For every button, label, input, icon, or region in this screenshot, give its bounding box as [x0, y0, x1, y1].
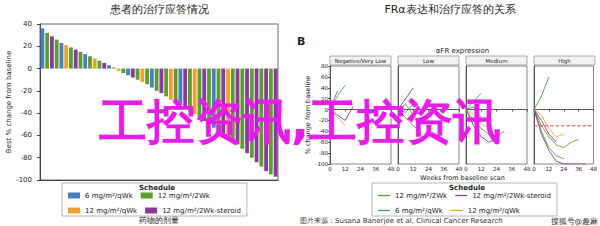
svg-text:Schedule: Schedule [139, 184, 175, 192]
svg-text:-60: -60 [21, 131, 32, 139]
svg-text:36: 36 [372, 166, 379, 172]
svg-text:Medium: Medium [486, 58, 508, 64]
svg-text:患者的治疗应答情况: 患者的治疗应答情况 [109, 3, 209, 16]
svg-text:60: 60 [321, 74, 328, 80]
svg-text:0: 0 [532, 166, 536, 172]
svg-text:12: 12 [410, 166, 417, 172]
svg-text:40: 40 [321, 85, 328, 91]
svg-text:36: 36 [508, 166, 515, 172]
svg-text:48: 48 [388, 166, 395, 172]
svg-text:12: 12 [545, 166, 552, 172]
svg-text:6 mg/m²/qWk: 6 mg/m²/qWk [395, 207, 444, 215]
svg-text:0: 0 [396, 166, 400, 172]
svg-text:24: 24 [425, 166, 432, 172]
svg-text:αFR expression: αFR expression [436, 47, 490, 55]
svg-text:48: 48 [456, 166, 463, 172]
svg-text:B: B [297, 35, 305, 48]
svg-text:图片来源：Susana Banerjee et al, Cl: 图片来源：Susana Banerjee et al, Clinical Can… [300, 217, 503, 225]
svg-text:0: 0 [464, 166, 468, 172]
svg-text:Schedule: Schedule [449, 184, 485, 192]
svg-text:48: 48 [524, 166, 531, 172]
svg-text:Weeks from baseline scan: Weeks from baseline scan [420, 174, 505, 182]
svg-text:12 mg/m²/qWk: 12 mg/m²/qWk [85, 207, 138, 215]
svg-text:-100: -100 [316, 161, 329, 167]
svg-text:12 mg/m²/qWk: 12 mg/m²/qWk [468, 207, 521, 215]
svg-text:80: 80 [321, 63, 328, 69]
svg-text:工控资讯,工控资讯: 工控资讯,工控资讯 [99, 93, 501, 149]
svg-text:12 mg/m²/2Wk-steroid: 12 mg/m²/2Wk-steroid [472, 192, 551, 200]
svg-text:Best % change from baseline: Best % change from baseline [5, 51, 13, 153]
svg-text:-80: -80 [21, 154, 32, 162]
svg-text:12: 12 [342, 166, 349, 172]
svg-text:-40: -40 [21, 109, 32, 117]
svg-text:12 mg/m²/2Wk: 12 mg/m²/2Wk [395, 192, 448, 200]
svg-text:FRα表达和治疗应答的关系: FRα表达和治疗应答的关系 [384, 3, 515, 16]
svg-text:48: 48 [590, 166, 597, 172]
svg-text:6 mg/m²/qWk: 6 mg/m²/qWk [85, 192, 134, 200]
svg-text:0: 0 [28, 65, 32, 73]
svg-text:High: High [558, 58, 571, 65]
svg-text:药物的剂量: 药物的剂量 [139, 216, 179, 225]
svg-text:36: 36 [440, 166, 447, 172]
svg-text:24: 24 [493, 166, 500, 172]
svg-text:-80: -80 [319, 150, 328, 156]
svg-text:40: 40 [23, 20, 32, 28]
svg-text:24: 24 [357, 166, 364, 172]
svg-text:12 mg/m²/2Wk: 12 mg/m²/2Wk [158, 192, 211, 200]
svg-text:-100: -100 [16, 176, 32, 184]
svg-text:搜狐号@趣麻: 搜狐号@趣麻 [551, 217, 599, 226]
svg-text:36: 36 [575, 166, 582, 172]
svg-text:0: 0 [328, 166, 332, 172]
svg-text:12: 12 [478, 166, 485, 172]
svg-text:12 mg/m²/2Wk-steroid: 12 mg/m²/2Wk-steroid [162, 207, 241, 215]
svg-text:Negative/Very Low: Negative/Very Low [335, 58, 387, 65]
svg-text:24: 24 [560, 166, 567, 172]
svg-text:-20: -20 [21, 87, 32, 95]
svg-text:20: 20 [23, 42, 32, 50]
svg-text:Low: Low [423, 58, 434, 64]
